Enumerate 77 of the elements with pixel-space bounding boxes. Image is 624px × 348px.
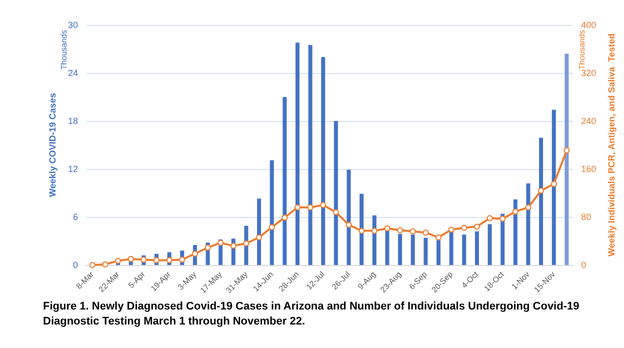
point [397, 227, 404, 234]
bar [410, 234, 415, 265]
bar [346, 170, 351, 265]
point [102, 261, 108, 268]
point [461, 224, 468, 231]
bar [321, 57, 326, 265]
y-tick-label: 6 [72, 212, 78, 222]
bar [564, 54, 569, 265]
y-axis-title: Weekly COVID-19 Cases [48, 93, 58, 197]
point [564, 147, 570, 154]
point [474, 224, 480, 230]
point [218, 240, 224, 246]
y-tick-label: 24 [68, 68, 78, 78]
bar [526, 183, 530, 265]
point [243, 240, 250, 246]
y2-tick-label: 160 [581, 164, 596, 174]
text: Thousands [578, 30, 586, 70]
y-tick-label: 0 [72, 260, 78, 270]
point [154, 257, 160, 264]
y2-tick-label: 0 [581, 260, 586, 270]
bar [539, 138, 544, 265]
point [179, 256, 186, 263]
y2-tick-label: 320 [581, 68, 596, 78]
point [204, 244, 211, 251]
y2-tick-label: 80 [581, 212, 592, 222]
bar [385, 230, 390, 265]
point [512, 208, 518, 215]
point [230, 242, 236, 249]
point [538, 188, 544, 194]
bar [474, 231, 479, 265]
point [115, 258, 122, 264]
bar [270, 160, 274, 265]
point [486, 215, 493, 222]
bar [334, 121, 338, 265]
point [384, 225, 390, 232]
point [436, 234, 442, 240]
point [371, 228, 378, 234]
bar [424, 238, 428, 265]
y-tick-label: 30 [68, 20, 78, 30]
bar [360, 194, 364, 265]
y-tick-label: 12 [68, 164, 78, 174]
y2-tick-label: 400 [581, 20, 596, 30]
point [307, 204, 314, 210]
point [294, 204, 300, 210]
bar [552, 110, 556, 265]
bar [449, 230, 454, 265]
y2-tick-label: 240 [581, 116, 596, 126]
bar [436, 240, 440, 265]
point [192, 250, 198, 257]
point [320, 202, 326, 208]
point [166, 257, 172, 264]
point [410, 228, 416, 234]
point [422, 230, 429, 236]
point [346, 222, 352, 228]
bar [462, 234, 466, 265]
y-tick-label: 18 [68, 116, 78, 126]
bar [257, 198, 262, 265]
point [358, 228, 365, 234]
point [448, 226, 454, 233]
point [282, 214, 288, 221]
point [525, 204, 532, 210]
point [256, 234, 262, 240]
text: Thousands [60, 30, 68, 70]
bar [308, 45, 312, 265]
point [500, 216, 506, 222]
point [128, 256, 134, 262]
bar [295, 42, 300, 265]
text: Figure 1. Newly Diagnosed Covid-19 Cases in Arizona and Number of Individuals Undergoing Covid-19 Diagnostic Testing March 1 through November 22. [43, 300, 582, 328]
bar [488, 224, 492, 265]
bar [398, 234, 402, 265]
point [89, 262, 96, 268]
bar [513, 199, 518, 265]
y2-axis-title: Weekly Individuals PCR, Antigen, and Saliva Tested [606, 34, 616, 256]
bar [282, 97, 287, 265]
point [332, 209, 339, 216]
point [268, 224, 275, 230]
point [550, 181, 557, 187]
